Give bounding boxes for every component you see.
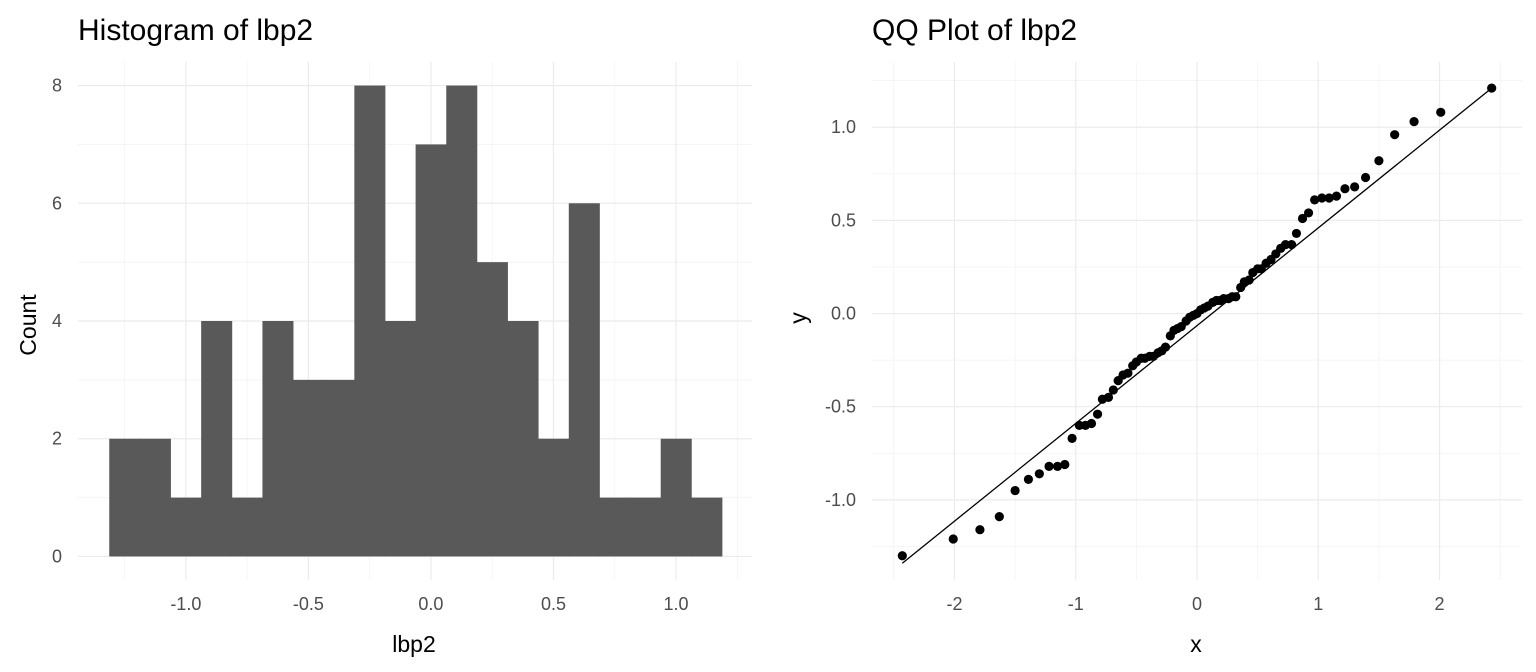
histogram-bar <box>262 321 294 557</box>
qq-point <box>1297 213 1308 224</box>
qq-point <box>1052 461 1063 471</box>
qq-point <box>1303 208 1314 218</box>
histogram-bar <box>170 497 202 557</box>
qq-point <box>1286 240 1297 250</box>
histogram-bar <box>568 203 600 557</box>
histogram-bar <box>691 497 723 557</box>
qq-point <box>1244 275 1254 285</box>
qq-point <box>1010 485 1020 496</box>
histogram-y-tick-label: 6 <box>52 193 62 213</box>
histogram-bar <box>507 321 539 557</box>
qq-x-tick-label: 0 <box>1192 594 1202 614</box>
qq-y-tick-label: 1.0 <box>831 117 856 137</box>
qq-point <box>1310 195 1320 205</box>
histogram-y-tick-label: 0 <box>52 546 62 566</box>
histogram-bar <box>354 85 386 557</box>
histogram-bar <box>538 438 570 557</box>
qq-y-tick-labels: -1.0 -0.5 0.0 0.5 1.0 <box>825 117 856 510</box>
histogram-y-tick-label: 4 <box>52 311 62 331</box>
qq-x-tick-label: -1 <box>1068 594 1084 614</box>
histogram-bar <box>415 144 447 557</box>
qq-y-axis-title: y <box>785 312 811 324</box>
histogram-bar <box>660 438 692 557</box>
qq-point <box>1350 182 1360 192</box>
qq-x-tick-labels: -2 -1 0 1 2 <box>946 594 1444 614</box>
qq-point <box>1360 172 1371 183</box>
qq-x-tick-label: 1 <box>1313 594 1323 614</box>
histogram-bar <box>323 379 355 557</box>
qq-point <box>1436 107 1446 117</box>
qq-point <box>1086 418 1097 429</box>
qq-y-tick-label: -1.0 <box>825 490 856 510</box>
qq-point <box>1092 409 1103 419</box>
histogram-x-tick-label: 0.5 <box>541 594 566 614</box>
histogram-x-tick-label: -0.5 <box>293 594 324 614</box>
qq-point <box>975 525 985 535</box>
histogram-title: Histogram of lbp2 <box>78 14 313 47</box>
qq-point <box>1390 130 1400 140</box>
qq-point <box>1409 117 1419 127</box>
histogram-bar <box>139 438 171 557</box>
histogram-y-tick-labels: 0 2 4 6 8 <box>52 76 62 567</box>
histogram-bar <box>599 497 631 557</box>
qq-point <box>1231 292 1241 302</box>
histogram-y-tick-label: 2 <box>52 429 62 449</box>
qq-point <box>1317 193 1327 203</box>
qq-y-tick-label: 0.0 <box>831 304 856 324</box>
qq-point <box>1291 228 1302 239</box>
qq-point <box>1023 474 1034 484</box>
histogram-x-tick-label: 1.0 <box>664 594 689 614</box>
histogram-bar <box>109 438 141 557</box>
qq-point <box>897 551 907 561</box>
qq-point <box>1123 368 1133 378</box>
qq-reference-line <box>901 87 1493 564</box>
qq-x-tick-label: 2 <box>1435 594 1445 614</box>
qq-points <box>897 83 1497 561</box>
qq-point <box>1067 433 1077 443</box>
qq-point <box>1108 385 1118 395</box>
qq-title: QQ Plot of lbp2 <box>872 14 1077 47</box>
qq-point <box>1103 392 1114 402</box>
qq-x-axis-title: x <box>1190 631 1202 657</box>
qq-y-tick-label: 0.5 <box>831 210 856 230</box>
qq-x-tick-label: -2 <box>946 594 962 614</box>
histogram-bars <box>109 85 723 557</box>
qq-point <box>1060 459 1070 470</box>
histogram-bar <box>231 497 263 557</box>
qq-point <box>1034 469 1044 479</box>
qq-point <box>1324 193 1334 203</box>
histogram-y-axis-title: Count <box>15 294 41 356</box>
histogram-bar <box>293 379 325 557</box>
histogram-y-tick-label: 8 <box>52 76 62 96</box>
histogram-x-tick-label: 0.0 <box>418 594 443 614</box>
histogram-panel: Histogram of lbp2 -1.0 -0.5 0.0 0.5 1.0 0 2 4 6… <box>15 14 752 657</box>
qq-point <box>1331 191 1342 201</box>
qq-point <box>1340 184 1350 194</box>
qq-point <box>948 534 958 544</box>
qq-point <box>994 512 1004 522</box>
qq-point <box>1487 83 1497 93</box>
histogram-bar <box>446 85 478 557</box>
qq-gridlines <box>872 62 1522 580</box>
qq-point <box>1374 156 1384 166</box>
histogram-bar <box>476 262 508 557</box>
histogram-bar <box>201 321 233 557</box>
histogram-x-tick-labels: -1.0 -0.5 0.0 0.5 1.0 <box>170 594 688 614</box>
histogram-bar <box>384 321 417 557</box>
histogram-x-tick-label: -1.0 <box>170 594 201 614</box>
qq-line <box>901 87 1493 564</box>
histogram-x-axis-title: lbp2 <box>392 631 435 657</box>
histogram-bar <box>630 497 662 557</box>
qq-point <box>1160 342 1171 352</box>
qq-panel: QQ Plot of lbp2 -2 -1 0 1 2 -1.0 -0.5 0.0 0.5 1.… <box>785 14 1522 657</box>
qq-y-tick-label: -0.5 <box>825 397 856 417</box>
qq-point <box>1044 461 1054 471</box>
